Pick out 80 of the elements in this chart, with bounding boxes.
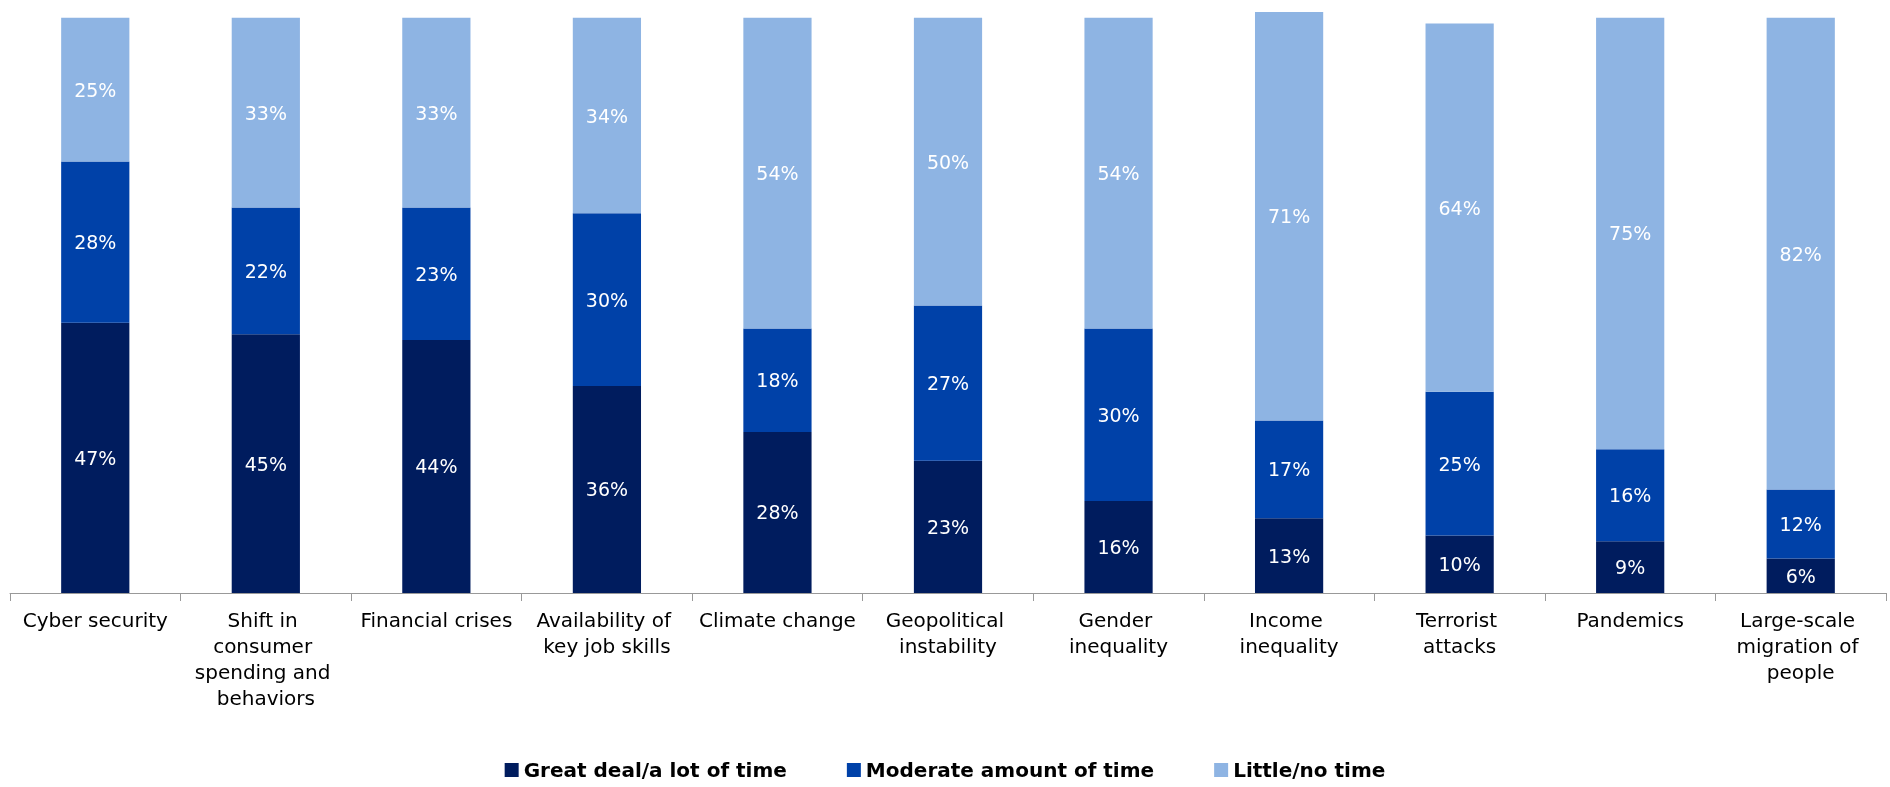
bar xyxy=(402,339,471,593)
data-label: 54% xyxy=(756,162,799,185)
legend-label: Moderate amount of time xyxy=(865,758,1155,782)
bar xyxy=(913,460,983,593)
bar xyxy=(1425,535,1494,593)
bar xyxy=(572,213,642,386)
x-tick-label: Availability of key job skills xyxy=(536,608,678,658)
data-label: 17% xyxy=(1267,458,1311,481)
data-label: 50% xyxy=(926,150,970,173)
bar xyxy=(572,17,642,214)
data-label: 18% xyxy=(756,369,799,392)
data-label: 12% xyxy=(1779,512,1822,535)
data-label: 33% xyxy=(415,101,458,124)
data-label: 54% xyxy=(1097,162,1140,185)
data-label: 9% xyxy=(1615,556,1646,579)
legend-label: Little/no time xyxy=(1233,758,1386,782)
x-tick-label: Terrorist attacks xyxy=(1414,608,1504,658)
x-tick-label: Gender inequality xyxy=(1069,608,1169,658)
bar xyxy=(402,207,471,340)
bar xyxy=(231,334,300,593)
data-label: 45% xyxy=(244,452,287,475)
data-label: 13% xyxy=(1267,544,1311,567)
x-tick-label: Pandemics xyxy=(1576,608,1684,632)
bar xyxy=(743,328,812,432)
data-label: 10% xyxy=(1438,553,1481,576)
bar xyxy=(1084,500,1153,593)
bar xyxy=(231,207,300,335)
data-label: 82% xyxy=(1779,242,1822,265)
bar xyxy=(1596,541,1665,593)
data-label: 28% xyxy=(756,501,799,524)
x-tick-label: Climate change xyxy=(698,608,856,632)
bar xyxy=(61,322,130,593)
data-label: 27% xyxy=(926,372,970,395)
bar xyxy=(743,17,812,329)
data-label: 47% xyxy=(74,446,117,469)
bar xyxy=(61,161,130,323)
x-tick-label: Shift in consumer spending and behaviors xyxy=(194,608,337,710)
bar xyxy=(572,385,642,593)
data-label: 16% xyxy=(1097,535,1140,558)
bar xyxy=(913,305,983,461)
data-label: 28% xyxy=(74,231,117,254)
data-label: 25% xyxy=(74,78,117,101)
bar xyxy=(402,17,471,208)
x-tick-label: Income inequality xyxy=(1239,608,1339,658)
x-tick-label: Geopolitical instability xyxy=(885,608,1011,658)
data-label: 6% xyxy=(1785,564,1816,587)
bar xyxy=(1766,489,1835,559)
data-label: 44% xyxy=(415,455,458,478)
x-tick-label: Financial crises xyxy=(360,608,513,632)
data-label: 75% xyxy=(1609,222,1652,245)
legend-label: Great deal/a lot of time xyxy=(523,758,787,782)
data-label: 23% xyxy=(926,515,970,538)
bar xyxy=(1596,449,1665,542)
bar xyxy=(231,17,300,208)
x-tick-label: Large-scale migration of people xyxy=(1736,608,1865,684)
data-label: 25% xyxy=(1438,452,1481,475)
bar xyxy=(1766,17,1835,490)
data-label: 30% xyxy=(1097,403,1140,426)
data-label: 71% xyxy=(1267,205,1311,228)
data-label: 30% xyxy=(585,288,629,311)
bar xyxy=(1254,518,1324,593)
bar xyxy=(61,17,130,162)
bar xyxy=(913,17,983,306)
bar xyxy=(743,431,812,593)
data-label: 64% xyxy=(1438,196,1481,219)
bar xyxy=(1766,558,1835,593)
bar xyxy=(1254,12,1324,421)
data-label: 33% xyxy=(244,101,287,124)
bar xyxy=(1425,23,1494,392)
x-tick-label: Cyber security xyxy=(22,608,169,632)
bar xyxy=(1254,420,1324,519)
data-label: 34% xyxy=(585,104,629,127)
bar xyxy=(1425,391,1494,536)
data-label: 16% xyxy=(1609,484,1652,507)
bar xyxy=(1084,328,1153,501)
data-label: 36% xyxy=(585,478,629,501)
data-label: 23% xyxy=(415,262,458,285)
bar xyxy=(1084,17,1153,329)
bar xyxy=(1596,17,1665,450)
data-label: 22% xyxy=(244,259,287,282)
